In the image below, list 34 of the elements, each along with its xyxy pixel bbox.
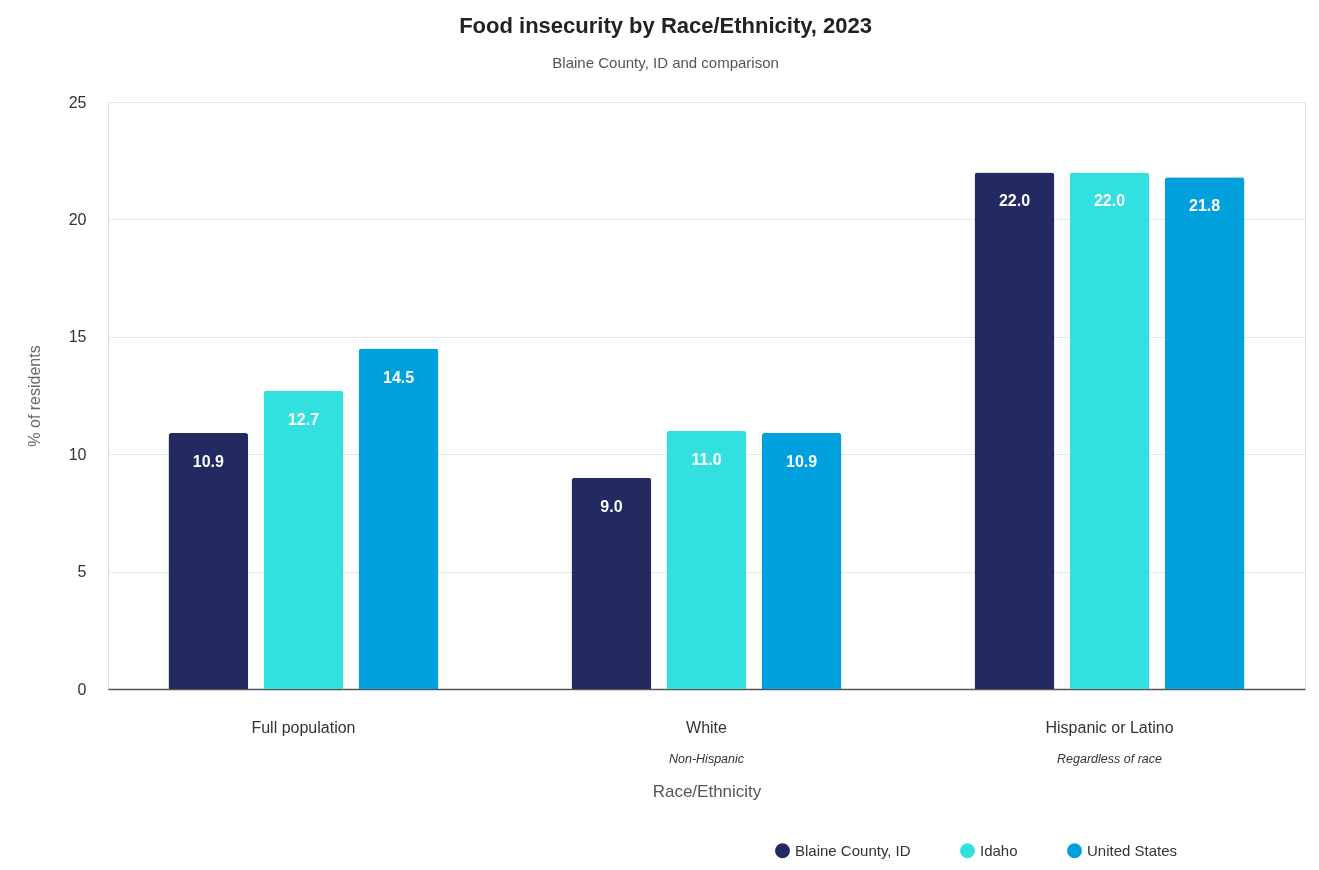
y-tick-label: 25: [68, 93, 87, 111]
bar: [666, 430, 747, 689]
bar: [358, 348, 439, 689]
data-label: 14.5: [382, 368, 415, 386]
bar: [571, 477, 652, 689]
bar: [168, 433, 249, 689]
x-axis-title: Race/Ethnicity: [652, 781, 762, 801]
data-label: 10.9: [192, 453, 225, 471]
data-label: 12.7: [287, 410, 320, 428]
y-tick-label: 0: [77, 680, 87, 698]
data-label: 21.8: [1189, 197, 1221, 215]
legend-label: Blaine County, ID: [795, 841, 911, 859]
category-label: Hispanic or Latino Regardless of race: [1045, 718, 1174, 766]
data-label: 11.0: [691, 450, 722, 468]
data-label: 9.0: [600, 497, 623, 515]
y-tick-label: 5: [77, 563, 87, 581]
y-tick-label: 20: [68, 210, 87, 228]
data-label: 22.0: [1093, 192, 1126, 210]
legend-label: United States: [1087, 841, 1178, 859]
bar: [761, 433, 842, 689]
data-label: 10.9: [786, 453, 818, 471]
y-tick-label: 10: [68, 445, 87, 463]
legend-label: Idaho: [980, 841, 1018, 859]
y-tick-label: 15: [68, 328, 87, 346]
bar: [974, 172, 1055, 689]
category-label: White Non-Hispanic: [668, 718, 745, 766]
bar: [263, 390, 344, 689]
data-label: 22.0: [998, 192, 1031, 210]
bar: [1164, 177, 1245, 689]
bar: [1069, 172, 1150, 689]
x-tick-label: Full population: [251, 718, 356, 736]
y-axis-title: % of residents: [25, 345, 43, 447]
chart-subtitle: Blaine County, ID and comparison: [552, 54, 779, 71]
chart-title: Food insecurity by Race/Ethnicity, 2023: [459, 13, 873, 38]
